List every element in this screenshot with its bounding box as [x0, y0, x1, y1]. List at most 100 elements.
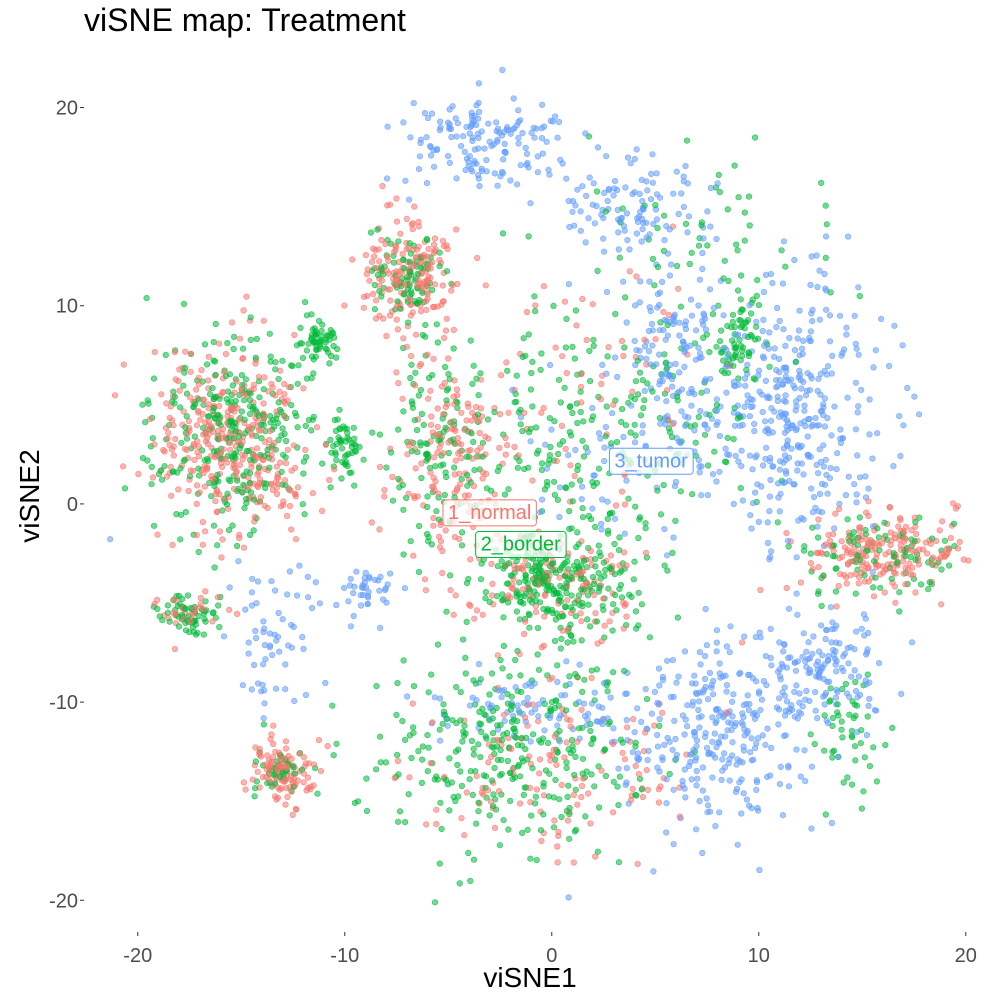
data-point-2_border	[470, 438, 477, 446]
data-point-3_tumor	[836, 640, 843, 647]
data-point-3_tumor	[855, 403, 862, 410]
data-point-3_tumor	[465, 163, 472, 170]
data-point-1_normal	[505, 409, 512, 416]
data-point-3_tumor	[648, 710, 656, 717]
data-point-3_tumor	[853, 628, 860, 635]
data-point-2_border	[586, 378, 594, 385]
data-point-3_tumor	[767, 548, 775, 555]
data-point-1_normal	[172, 610, 179, 617]
data-point-3_tumor	[716, 432, 724, 440]
data-point-3_tumor	[253, 634, 260, 642]
data-point-3_tumor	[538, 135, 546, 142]
data-point-3_tumor	[776, 780, 784, 788]
data-point-3_tumor	[688, 312, 696, 319]
data-point-3_tumor	[546, 362, 554, 369]
data-point-2_border	[424, 768, 431, 775]
data-point-3_tumor	[709, 714, 716, 721]
data-point-2_border	[654, 225, 661, 232]
data-point-2_border	[544, 482, 551, 489]
data-point-3_tumor	[404, 693, 411, 700]
data-point-2_border	[457, 768, 464, 775]
data-point-2_border	[574, 419, 581, 427]
data-point-2_border	[584, 616, 591, 623]
data-point-2_border	[242, 430, 249, 437]
data-point-3_tumor	[767, 271, 775, 278]
data-point-3_tumor	[762, 444, 770, 451]
data-point-2_border	[558, 813, 565, 821]
data-point-3_tumor	[463, 155, 471, 162]
data-point-3_tumor	[740, 790, 747, 797]
data-point-1_normal	[927, 540, 935, 547]
data-point-1_normal	[219, 388, 226, 396]
data-point-1_normal	[403, 246, 410, 253]
data-point-2_border	[664, 567, 671, 574]
data-point-3_tumor	[780, 445, 788, 452]
data-point-1_normal	[417, 360, 425, 368]
data-point-3_tumor	[756, 866, 763, 874]
data-point-3_tumor	[746, 452, 754, 459]
data-point-1_normal	[257, 427, 264, 434]
data-point-2_border	[875, 534, 882, 541]
data-point-3_tumor	[647, 307, 654, 315]
data-point-3_tumor	[691, 672, 698, 679]
data-point-2_border	[594, 267, 601, 275]
data-point-3_tumor	[744, 692, 751, 699]
data-point-2_border	[800, 547, 808, 554]
data-point-3_tumor	[758, 696, 766, 703]
data-point-3_tumor	[793, 403, 800, 410]
data-point-2_border	[303, 312, 311, 319]
data-point-2_border	[443, 473, 450, 481]
data-point-3_tumor	[773, 384, 780, 391]
data-point-1_normal	[538, 837, 545, 845]
data-point-1_normal	[424, 291, 431, 298]
data-point-3_tumor	[775, 721, 782, 728]
data-point-2_border	[408, 271, 415, 279]
data-point-2_border	[654, 263, 662, 271]
data-point-2_border	[513, 717, 521, 725]
data-point-1_normal	[301, 770, 308, 777]
data-point-2_border	[581, 676, 588, 683]
data-point-2_border	[857, 740, 864, 747]
data-point-3_tumor	[689, 702, 696, 709]
data-point-1_normal	[384, 253, 391, 260]
data-point-2_border	[593, 666, 601, 673]
data-point-2_border	[605, 585, 612, 592]
data-point-3_tumor	[826, 475, 834, 482]
data-point-3_tumor	[226, 584, 233, 591]
data-point-2_border	[224, 490, 231, 497]
data-point-3_tumor	[268, 578, 275, 585]
data-point-1_normal	[439, 237, 447, 244]
data-point-1_normal	[578, 706, 585, 713]
data-point-3_tumor	[462, 167, 469, 174]
data-point-1_normal	[841, 544, 849, 551]
data-point-1_normal	[467, 447, 474, 454]
data-point-2_border	[766, 363, 773, 370]
data-point-3_tumor	[779, 381, 787, 388]
data-point-2_border	[450, 345, 457, 352]
data-point-1_normal	[269, 384, 276, 391]
data-point-3_tumor	[783, 364, 790, 371]
data-point-2_border	[479, 453, 487, 460]
data-point-1_normal	[195, 408, 202, 415]
data-point-1_normal	[629, 388, 636, 395]
data-point-2_border	[309, 416, 316, 423]
data-point-3_tumor	[437, 118, 444, 125]
data-point-3_tumor	[645, 348, 653, 355]
data-point-3_tumor	[780, 648, 787, 655]
data-point-2_border	[330, 442, 337, 450]
data-point-3_tumor	[890, 463, 897, 470]
data-point-3_tumor	[693, 767, 700, 775]
data-point-1_normal	[868, 542, 875, 549]
data-point-1_normal	[540, 405, 547, 412]
data-point-1_normal	[197, 601, 204, 608]
data-point-2_border	[229, 382, 236, 389]
data-point-2_border	[539, 575, 546, 583]
data-point-2_border	[745, 349, 752, 356]
data-point-1_normal	[360, 304, 368, 311]
data-point-1_normal	[182, 348, 189, 355]
data-point-2_border	[870, 584, 877, 591]
data-point-2_border	[551, 637, 559, 645]
data-point-1_normal	[393, 218, 401, 225]
data-point-3_tumor	[541, 727, 548, 734]
data-point-3_tumor	[697, 661, 704, 668]
